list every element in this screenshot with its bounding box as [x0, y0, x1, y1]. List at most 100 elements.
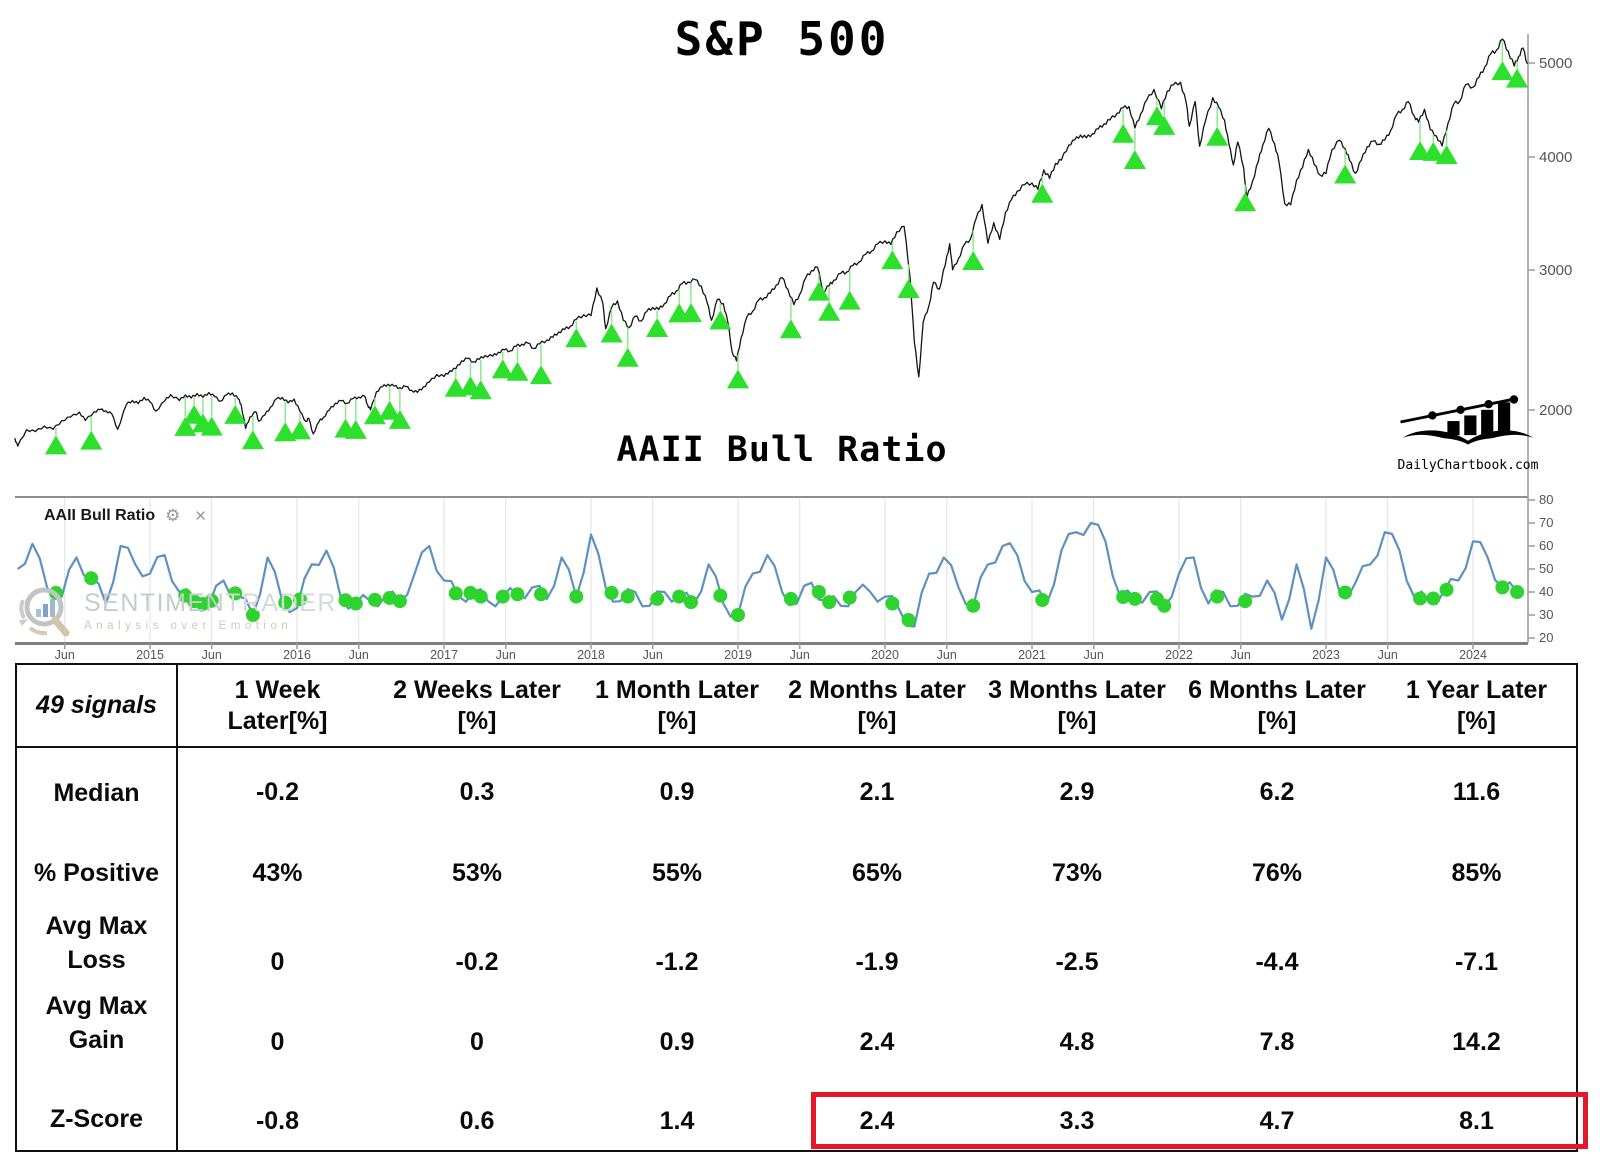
- signal-dot: [392, 594, 407, 609]
- table-cell: 1.4: [659, 1107, 695, 1135]
- buy-signal-triangle: [881, 250, 904, 270]
- row-label: Z-Score: [16, 1069, 178, 1151]
- ratio-axis-label: 40: [1539, 584, 1553, 599]
- x-axis-label: 2017: [430, 648, 458, 662]
- table-row: Avg Max Gain 0 0 0.9 2.4 4.8 7.8 14.2: [16, 989, 1577, 1069]
- table-cell: 0: [270, 948, 285, 976]
- signal-dot: [367, 592, 382, 607]
- table-cell: -1.2: [655, 948, 699, 976]
- buy-signal-triangle: [646, 318, 669, 337]
- dailychartbook-logo-icon: [1400, 395, 1534, 451]
- table-corner-label: 49 signals: [16, 664, 178, 747]
- ratio-axis-label: 50: [1539, 561, 1553, 576]
- gear-icon[interactable]: ⚙: [165, 506, 181, 525]
- signal-dot: [1238, 594, 1253, 609]
- buy-signal-triangle: [779, 319, 802, 339]
- signal-dot: [683, 595, 698, 610]
- signal-dot: [1157, 598, 1172, 613]
- buy-signal-triangle: [1206, 126, 1229, 146]
- buy-signal-triangle: [1153, 115, 1176, 135]
- price-axis-label: 4000: [1539, 149, 1572, 166]
- signal-dot: [713, 588, 728, 603]
- table-cell: 0.9: [659, 778, 695, 806]
- row-label: % Positive: [16, 837, 178, 909]
- signal-dot: [1495, 580, 1510, 595]
- signal-stats-table: 49 signals 1 Week Later[%] 2 Weeks Later [%]…: [15, 663, 1578, 1152]
- column-header: 1 Month Later [%]: [595, 675, 759, 735]
- ratio-panel-header: AAII Bull Ratio ⚙ ✕: [44, 506, 207, 526]
- table-cell: 2.9: [1059, 778, 1095, 806]
- x-axis-label: 2022: [1165, 648, 1193, 662]
- buy-signal-triangle: [1123, 150, 1146, 169]
- table-cell: -0.8: [255, 1107, 300, 1135]
- table-cell: 4.8: [1059, 1028, 1095, 1056]
- signal-dot: [811, 585, 826, 599]
- table-cell: 3.3: [1059, 1107, 1095, 1135]
- column-header: 3 Months Later [%]: [988, 675, 1166, 735]
- signal-dot: [348, 596, 363, 611]
- signal-dot: [1035, 593, 1050, 608]
- close-icon[interactable]: ✕: [194, 508, 207, 525]
- buy-signal-triangle: [818, 301, 841, 321]
- buy-signal-triangle: [378, 400, 401, 420]
- x-axis-label: 2023: [1312, 648, 1340, 662]
- buy-signal-triangle: [1031, 183, 1054, 203]
- buy-signal-triangle: [1112, 123, 1135, 143]
- table-cell: -0.2: [255, 778, 300, 806]
- buy-signal-triangle: [1409, 141, 1432, 160]
- x-axis-label: 2015: [136, 648, 164, 662]
- buy-signal-triangle: [1422, 141, 1445, 161]
- signal-dot: [1338, 585, 1353, 600]
- row-label: Avg Max Loss: [16, 909, 178, 989]
- signal-dot: [569, 589, 584, 604]
- signal-dot: [292, 592, 307, 607]
- table-cell: 2.1: [859, 778, 895, 806]
- signal-dot: [901, 613, 916, 628]
- signal-dot: [783, 591, 798, 606]
- table-cell: 76%: [1251, 858, 1303, 887]
- table-cell: 65%: [851, 858, 903, 887]
- signal-dot: [84, 571, 99, 586]
- ratio-axis-label: 80: [1539, 492, 1553, 507]
- table-cell: 0: [470, 1028, 484, 1056]
- buy-signal-triangle: [174, 416, 197, 436]
- column-header: 6 Months Later [%]: [1188, 675, 1366, 735]
- ratio-axis-label: 70: [1539, 515, 1553, 530]
- table-cell: 55%: [651, 858, 703, 887]
- signal-dot: [204, 593, 219, 608]
- table-cell: 7.8: [1259, 1028, 1295, 1056]
- table-cell: 43%: [252, 858, 303, 887]
- table-row: % Positive 43% 53% 55% 65% 73% 76% 85%: [16, 837, 1577, 909]
- signal-dot: [1439, 582, 1454, 597]
- x-axis-label: Jun: [1378, 648, 1398, 662]
- table-cell: 0.9: [659, 1028, 695, 1056]
- page-title: S&P 500: [674, 12, 890, 66]
- signal-dot: [1510, 585, 1525, 599]
- buy-signal-triangle: [183, 404, 206, 424]
- x-axis-label: 2018: [577, 648, 605, 662]
- table-cell: 6.2: [1259, 778, 1295, 806]
- buy-signal-triangle: [530, 365, 553, 385]
- buy-signal-triangle: [565, 328, 588, 348]
- table-cell: 0.3: [459, 778, 495, 806]
- buy-signal-triangle: [241, 430, 264, 450]
- table-cell: 85%: [1451, 858, 1502, 887]
- x-axis-label: Jun: [643, 648, 663, 662]
- buy-signal-triangle: [491, 359, 514, 379]
- table-row: Avg Max Loss 0 -0.2 -1.2 -1.9 -2.5 -4.4 -7.1: [16, 909, 1577, 989]
- buy-signal-triangle: [44, 435, 67, 455]
- ratio-axis-label: 60: [1539, 538, 1553, 553]
- signal-dot: [672, 589, 687, 604]
- table-header-row: 49 signals 1 Week Later[%] 2 Weeks Later [%]…: [16, 664, 1577, 747]
- sp500-and-bull-ratio-chart: 2000 3000 4000 5000 20 30 40 50 60 70 80 Jun 2015 Jun…: [14, 34, 1572, 662]
- indicator-title: AAII Bull Ratio: [616, 430, 948, 470]
- buy-signal-triangle: [200, 416, 223, 436]
- x-axis-label: Jun: [202, 648, 222, 662]
- buy-signal-triangle: [838, 290, 861, 310]
- buy-signal-triangle: [600, 323, 623, 343]
- sp500-price-line: [14, 38, 1528, 447]
- table-cell: 4.7: [1259, 1107, 1295, 1135]
- ratio-panel-label: AAII Bull Ratio: [44, 507, 156, 524]
- signal-dot: [842, 590, 857, 605]
